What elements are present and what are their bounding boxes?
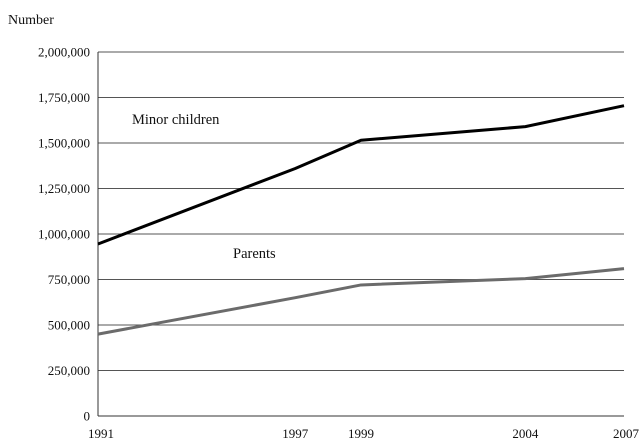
- y-tick-label: 0: [84, 409, 91, 424]
- x-tick-label: 1991: [88, 426, 114, 440]
- y-tick-label: 1,750,000: [38, 90, 90, 105]
- y-tick-label: 1,500,000: [38, 136, 90, 151]
- y-tick-label: 1,000,000: [38, 227, 90, 242]
- series-label-parents: Parents: [233, 246, 276, 262]
- y-tick-label: 750,000: [48, 272, 90, 287]
- series-line-1: [98, 269, 624, 335]
- y-tick-label: 1,250,000: [38, 181, 90, 196]
- x-tick-label: 2007: [613, 426, 639, 440]
- y-axis-title: Number: [8, 13, 54, 28]
- x-tick-label: 2004: [512, 426, 539, 440]
- x-tick-label: 1999: [348, 426, 374, 440]
- series: [98, 106, 624, 335]
- x-tick-label: 1997: [282, 426, 309, 440]
- y-tick-label: 2,000,000: [38, 45, 90, 60]
- y-tick-label: 500,000: [48, 318, 90, 333]
- labels: 0 250,000 500,000 750,000 1,000,000 1,250,000…: [8, 13, 639, 440]
- y-tick-label: 250,000: [48, 363, 90, 378]
- grid: [98, 52, 624, 371]
- series-label-minor-children: Minor children: [132, 112, 220, 128]
